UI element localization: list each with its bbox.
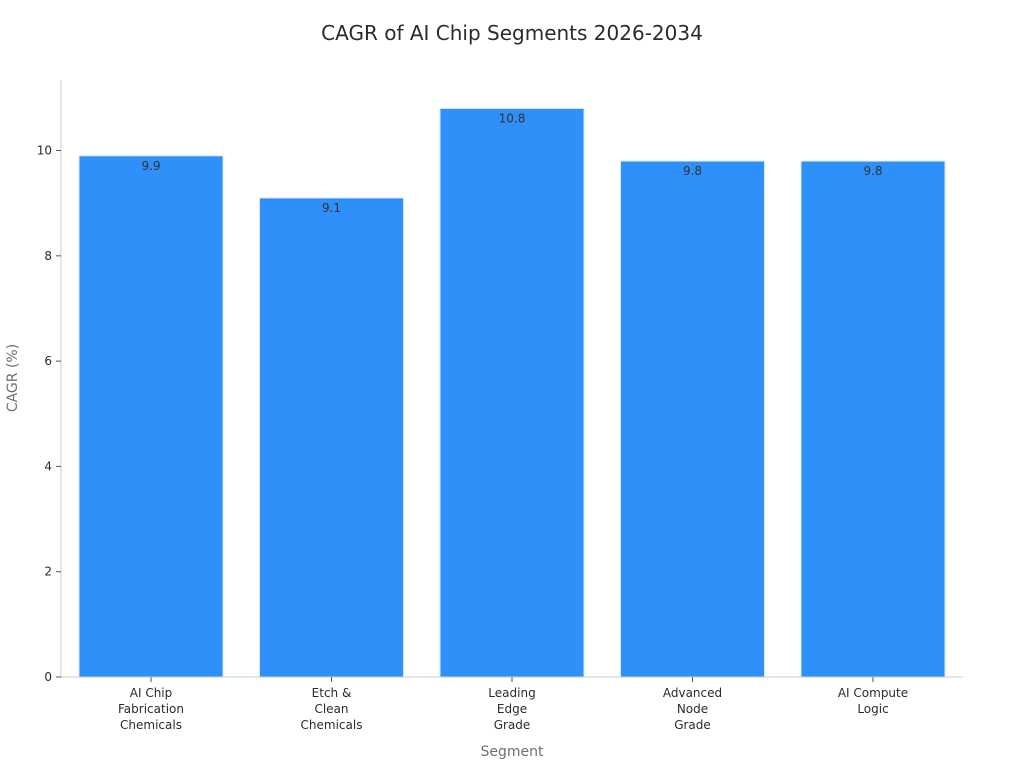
x-tick-label-line: Advanced [663,686,722,700]
value-label-4: 9.8 [683,164,702,178]
value-label-3: 10.8 [499,111,526,125]
value-label-2: 9.1 [322,201,341,215]
x-tick-label-line: Chemicals [301,718,363,732]
x-tick-label-3: Leading Edge Grade [488,686,535,732]
x-tick-label-line: Etch & [312,686,352,700]
x-axis-title: Segment [481,744,545,760]
y-tick-label-4: 4 [44,459,52,473]
labels-layer: 9.9 9.1 10.8 9.8 9.8 0 2 4 6 8 10 AI Chip Fabricatio… [37,111,908,732]
x-tick-label-line: Chemicals [120,718,182,732]
x-tick-label-line: AI Chip [130,686,173,700]
x-tick-label-line: Leading [488,686,535,700]
x-tick-label-line: AI Compute [838,686,908,700]
bars-layer [78,107,946,678]
y-tick-label-0: 0 [44,670,52,684]
bar-3 [439,107,585,678]
chart-title: CAGR of AI Chip Segments 2026-2034 [321,21,703,45]
y-tick-label-6: 6 [44,354,52,368]
x-tick-label-line: Logic [857,702,888,716]
x-tick-label-line: Fabrication [118,702,184,716]
y-tick-label-2: 2 [44,565,52,579]
x-tick-label-line: Node [677,702,708,716]
x-tick-label-4: Advanced Node Grade [663,686,722,732]
x-tick-label-line: Clean [314,702,348,716]
x-tick-label-line: Edge [497,702,527,716]
x-tick-label-line: Grade [494,718,531,732]
x-tick-label-5: AI Compute Logic [838,686,908,716]
bar-2 [259,197,404,678]
y-axis-title: CAGR (%) [5,344,21,412]
y-tick-label-10: 10 [37,144,52,158]
bar-5 [800,160,946,678]
bar-1 [78,155,224,678]
x-tick-label-1: AI Chip Fabrication Chemicals [118,686,184,732]
x-tick-label-2: Etch & Clean Chemicals [301,686,363,732]
x-tick-label-line: Grade [674,718,711,732]
value-label-5: 9.8 [863,164,882,178]
y-tick-label-8: 8 [44,249,52,263]
value-label-1: 9.9 [141,159,160,173]
bar-4 [620,160,765,678]
axes-layer [56,80,963,682]
